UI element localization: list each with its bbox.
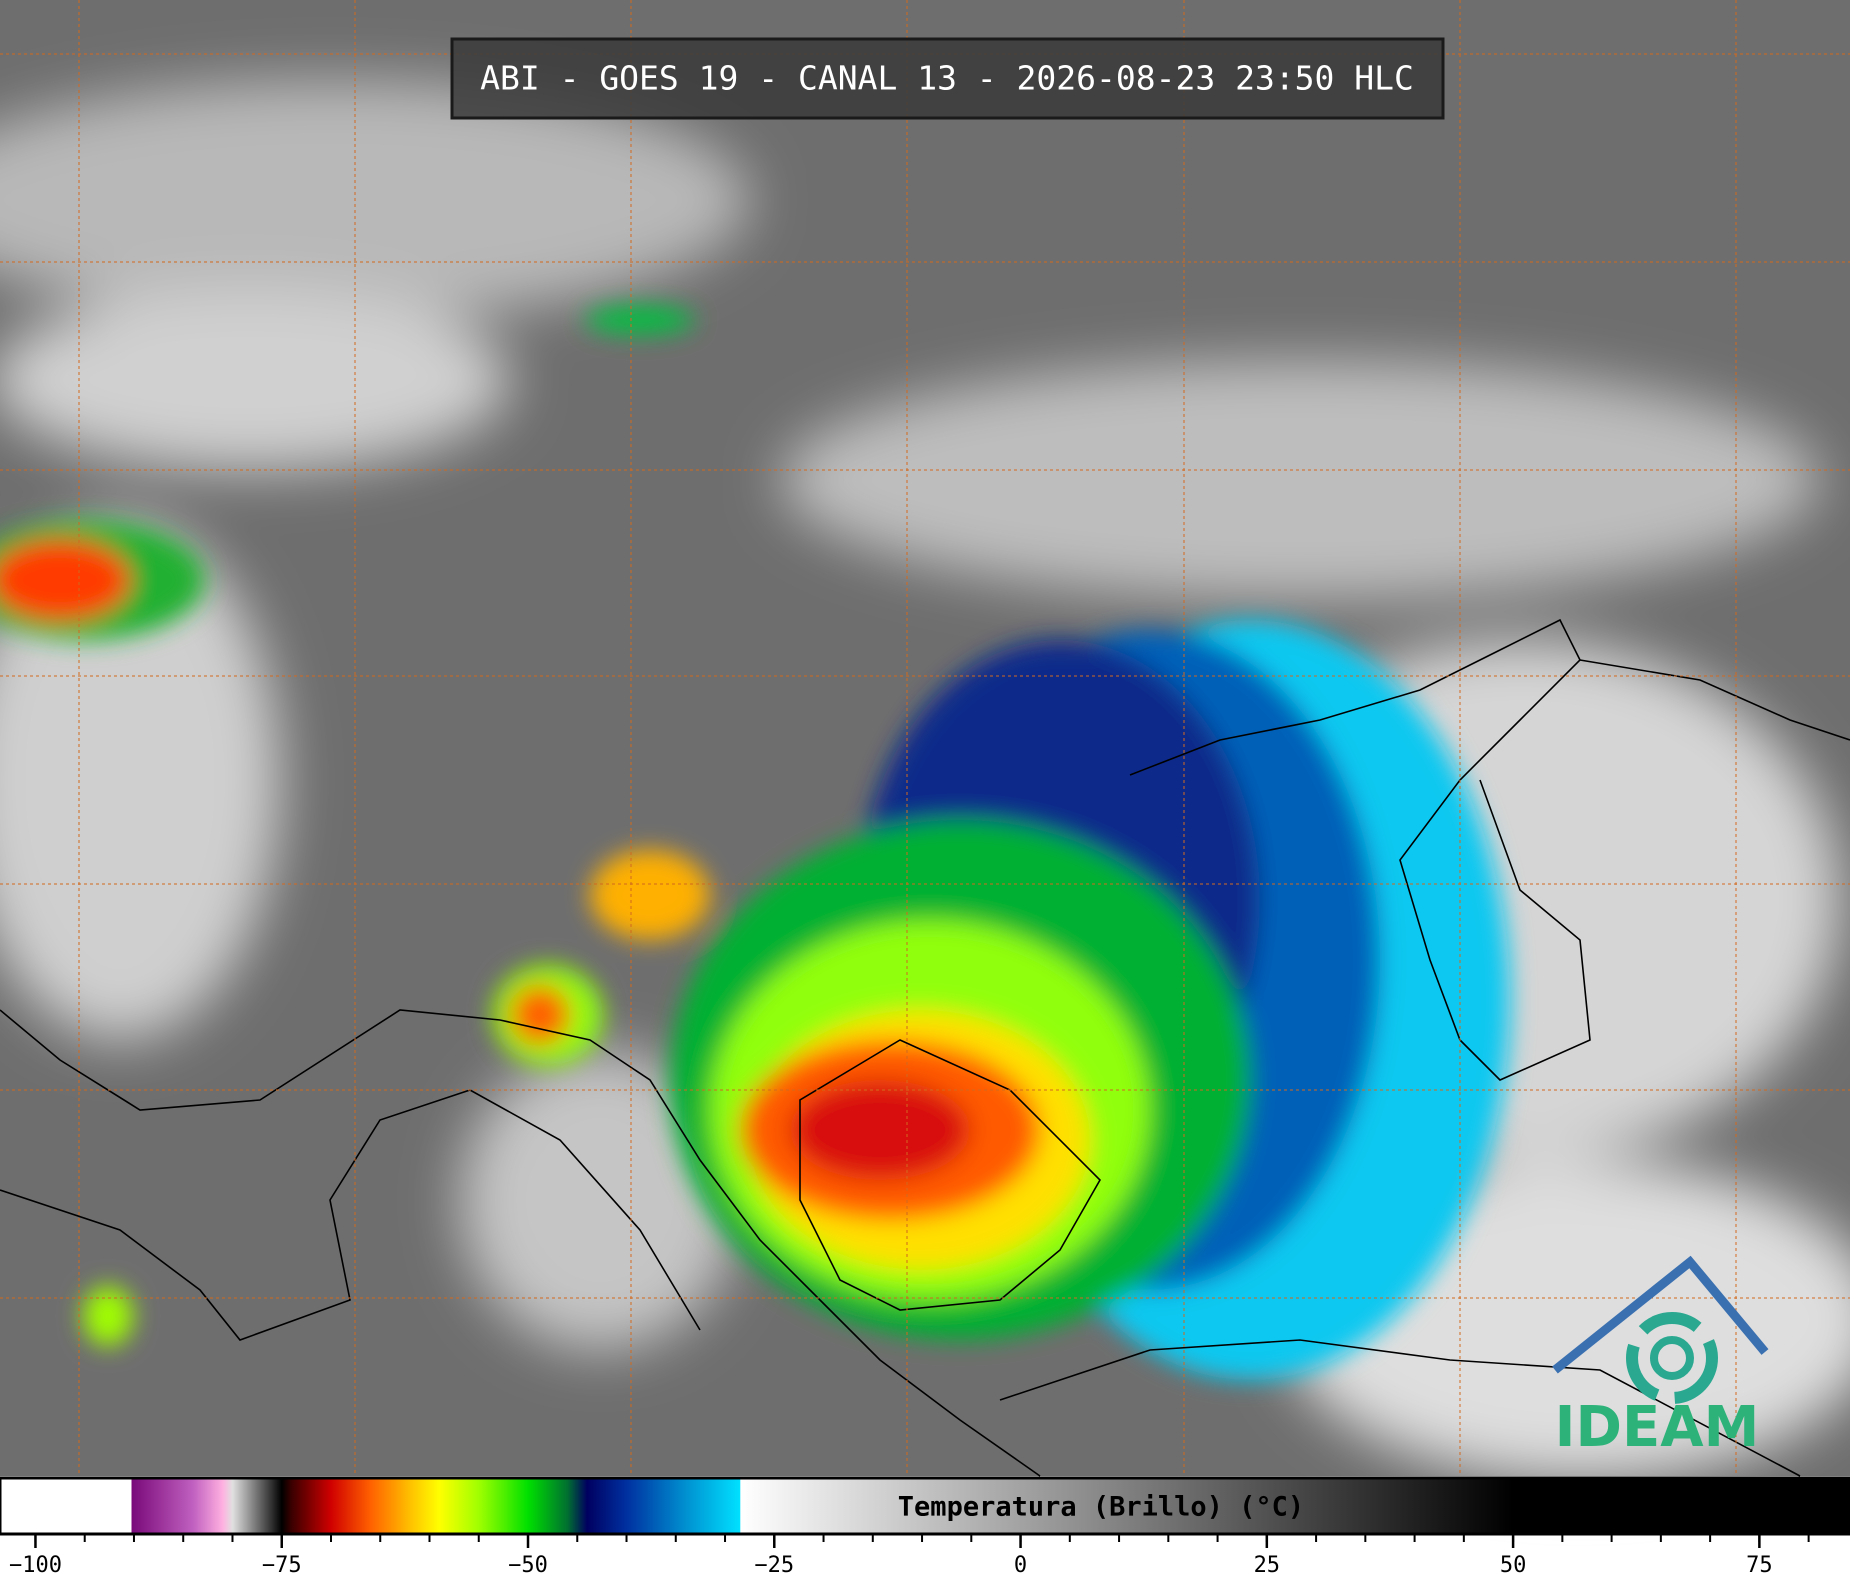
colorbar-label: Temperatura (Brillo) (°C) — [898, 1492, 1304, 1523]
tick-label: 50 — [1500, 1553, 1527, 1577]
tick-label: 75 — [1746, 1553, 1773, 1577]
logo-text: IDEAM — [1555, 1395, 1760, 1460]
title: ABI - GOES 19 - CANAL 13 - 2026-08-23 23… — [480, 59, 1414, 98]
colorbar-ramp — [0, 1476, 1850, 1536]
tick-label: −25 — [754, 1553, 794, 1577]
lat-lon-grid — [0, 0, 1850, 1476]
tick-label: −100 — [9, 1553, 62, 1577]
tick-label: 0 — [1014, 1553, 1027, 1577]
satellite-image — [0, 0, 1850, 1480]
tick-label: −75 — [262, 1553, 302, 1577]
colorbar: Temperatura (Brillo) (°C) −100 −75 −50 −25 0… — [0, 1476, 1850, 1577]
tick-label: −50 — [508, 1553, 548, 1577]
tick-label: 25 — [1254, 1553, 1281, 1577]
logo: IDEAM — [1552, 1255, 1769, 1460]
title-box: ABI - GOES 19 - CANAL 13 - 2026-08-23 23… — [450, 37, 1445, 120]
